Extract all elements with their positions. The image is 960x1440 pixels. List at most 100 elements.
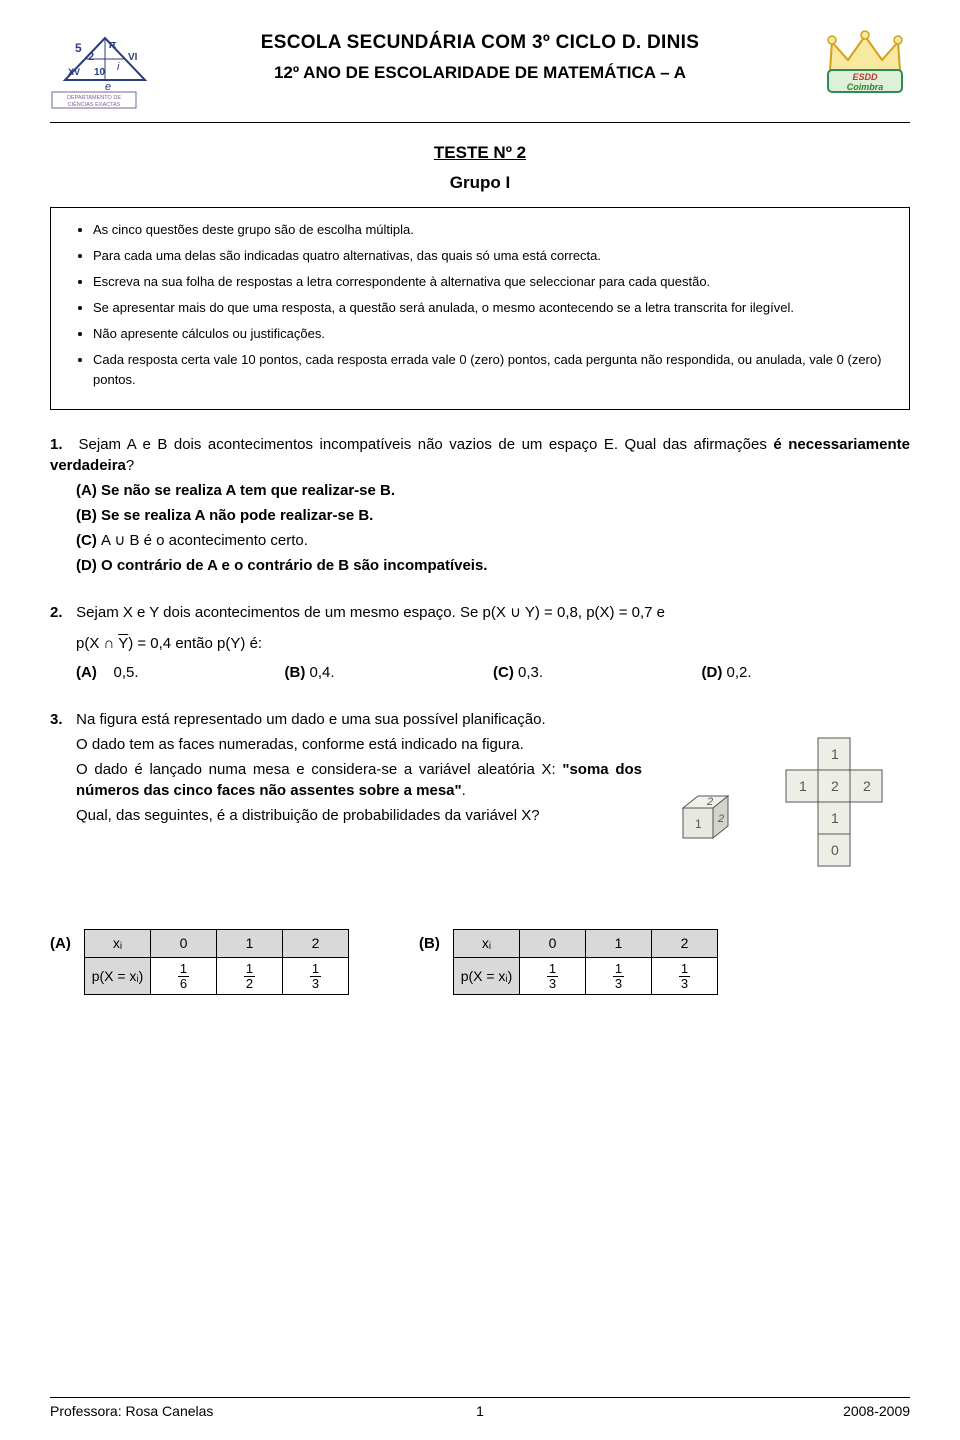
footer-left: Professora: Rosa Canelas	[50, 1402, 337, 1422]
svg-text:DEPARTAMENTO DE: DEPARTAMENTO DE	[67, 95, 121, 101]
instruction-item: Se apresentar mais do que uma resposta, …	[93, 298, 893, 318]
th-px: p(X = xᵢ)	[454, 958, 520, 995]
question-2: 2. Sejam X e Y dois acontecimentos de um…	[50, 602, 910, 683]
svg-text:CIÊNCIAS EXACTAS: CIÊNCIAS EXACTAS	[68, 100, 121, 108]
cell: 16	[151, 958, 217, 995]
q3-line1: Na figura está representado um dado e um…	[76, 711, 545, 728]
question-3: 3. Na figura está representado um dado e…	[50, 709, 910, 903]
instructions-box: As cinco questões deste grupo são de esc…	[50, 207, 910, 410]
q1-text-part-c: ?	[126, 457, 134, 474]
school-logo-right: ESDD Coimbra	[810, 30, 910, 100]
svg-text:10: 10	[94, 67, 106, 78]
cell: 13	[283, 958, 349, 995]
table-b-block: (B) xᵢ 0 1 2 p(X = xᵢ) 13 13 13	[419, 929, 718, 996]
dice-net-icon: 1 1 2 2 1 0	[768, 733, 898, 903]
th-col: 1	[217, 929, 283, 958]
instruction-item: As cinco questões deste grupo são de esc…	[93, 220, 893, 240]
q2-optC-value: 0,3.	[518, 664, 543, 681]
school-logo-left: 5 π 2 VI i XV 10 e DEPARTAMENTO DE CIÊNC…	[50, 30, 150, 116]
instruction-item: Cada resposta certa vale 10 pontos, cada…	[93, 350, 893, 390]
th-col: 0	[520, 929, 586, 958]
distribution-tables-row: (A) xᵢ 0 1 2 p(X = xᵢ) 16 12 13 (B) xᵢ 0…	[50, 929, 910, 996]
th-col: 0	[151, 929, 217, 958]
svg-text:1: 1	[695, 817, 702, 831]
svg-text:π: π	[108, 39, 117, 51]
q3-line3a: O dado é lançado numa mesa e considera-s…	[76, 761, 562, 778]
q1-option-c-math: A ∪ B	[101, 532, 140, 549]
svg-text:2: 2	[863, 778, 871, 794]
th-xi: xᵢ	[454, 929, 520, 958]
cell: 12	[217, 958, 283, 995]
svg-text:1: 1	[831, 810, 839, 826]
svg-text:XV: XV	[68, 67, 80, 77]
instruction-item: Para cada uma delas são indicadas quatro…	[93, 246, 893, 266]
th-col: 2	[283, 929, 349, 958]
footer-right: 2008-2009	[623, 1402, 910, 1422]
q3-line2: O dado tem as faces numeradas, conforme …	[76, 734, 642, 755]
q2-options-row: (A) 0,5. (B) 0,4. (C) 0,3. (D) 0,2.	[50, 662, 910, 683]
svg-text:2: 2	[88, 51, 94, 63]
q1-text-part-a: Sejam A e B dois acontecimentos incompat…	[79, 436, 774, 453]
q1-number: 1.	[50, 434, 72, 455]
svg-text:Coimbra: Coimbra	[847, 82, 884, 92]
q2-math-2: p(X) = 0,7	[586, 604, 652, 621]
q2-line2-d: p(Y)	[217, 635, 245, 652]
q2-line2-e: é:	[250, 635, 263, 652]
table-a-block: (A) xᵢ 0 1 2 p(X = xᵢ) 16 12 13	[50, 929, 349, 996]
q2-line2-a: p(X ∩	[76, 635, 118, 652]
cell: 13	[520, 958, 586, 995]
course-name: 12º ANO DE ESCOLARIDADE DE MATEMÁTICA – …	[158, 61, 802, 85]
header-titles: ESCOLA SECUNDÁRIA COM 3º CICLO D. DINIS …	[150, 30, 810, 84]
q3-figures: 1 2 2 1 1 2 2 1 0	[650, 709, 910, 903]
school-name: ESCOLA SECUNDÁRIA COM 3º CICLO D. DINIS	[158, 30, 802, 57]
crown-logo-svg: ESDD Coimbra	[820, 30, 910, 100]
svg-text:1: 1	[799, 778, 807, 794]
page-footer: Professora: Rosa Canelas 1 2008-2009	[50, 1397, 910, 1422]
svg-text:0: 0	[831, 842, 839, 858]
svg-text:VI: VI	[128, 52, 138, 63]
q1-option-d: (D) O contrário de A e o contrário de B …	[76, 557, 487, 574]
document-header: 5 π 2 VI i XV 10 e DEPARTAMENTO DE CIÊNC…	[50, 30, 910, 123]
q2-optB-label: (B)	[285, 664, 306, 681]
instruction-item: Escreva na sua folha de respostas a letr…	[93, 272, 893, 292]
q2-optB-value: 0,4.	[310, 664, 335, 681]
svg-text:e: e	[105, 81, 111, 93]
svg-text:i: i	[117, 61, 120, 73]
q2-optD-label: (D)	[702, 664, 723, 681]
th-px: p(X = xᵢ)	[85, 958, 151, 995]
cell: 13	[652, 958, 718, 995]
group-title: Grupo I	[50, 171, 910, 195]
q2-number: 2.	[50, 602, 72, 623]
q1-option-b: (B) Se se realiza A não pode realizar-se…	[76, 507, 373, 524]
q3-number: 3.	[50, 709, 72, 730]
footer-page-number: 1	[337, 1402, 624, 1422]
q3-line3c: .	[462, 782, 466, 799]
svg-text:5: 5	[75, 41, 82, 55]
q2-optC-label: (C)	[493, 664, 514, 681]
q2-line2-ybar: Y	[118, 635, 128, 652]
q2-sep2: e	[657, 604, 665, 621]
math-logo-svg: 5 π 2 VI i XV 10 e DEPARTAMENTO DE CIÊNC…	[50, 30, 150, 110]
th-col: 1	[586, 929, 652, 958]
test-title: TESTE Nº 2	[50, 141, 910, 165]
table-b-label: (B)	[419, 929, 453, 954]
question-1: 1. Sejam A e B dois acontecimentos incom…	[50, 434, 910, 576]
q1-option-c-label: (C)	[76, 532, 101, 549]
svg-text:ESDD: ESDD	[852, 72, 878, 82]
q3-line4: Qual, das seguintes, é a distribuição de…	[76, 805, 642, 826]
instructions-list: As cinco questões deste grupo são de esc…	[75, 220, 893, 391]
svg-text:2: 2	[831, 778, 839, 794]
q2-line2-b: ) = 0,4	[128, 635, 171, 652]
table-a-label: (A)	[50, 929, 84, 954]
q2-math-1: p(X ∪ Y) = 0,8	[483, 604, 578, 621]
q2-optA-value: 0,5.	[114, 664, 139, 681]
q2-line2-c: então	[175, 635, 217, 652]
cell: 13	[586, 958, 652, 995]
cube-icon: 1 2 2	[663, 778, 743, 858]
th-xi: xᵢ	[85, 929, 151, 958]
q2-text-a: Sejam X e Y dois acontecimentos de um me…	[76, 604, 482, 621]
svg-text:2: 2	[717, 813, 724, 825]
distribution-table-b: xᵢ 0 1 2 p(X = xᵢ) 13 13 13	[453, 929, 718, 996]
th-col: 2	[652, 929, 718, 958]
instruction-item: Não apresente cálculos ou justificações.	[93, 324, 893, 344]
